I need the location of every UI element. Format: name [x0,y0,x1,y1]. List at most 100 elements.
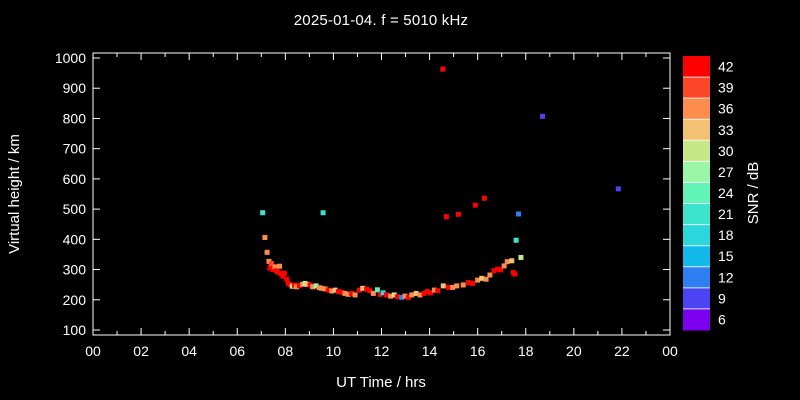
colorbar-tick-label: 6 [718,311,726,327]
y-tick-label: 600 [63,171,87,187]
y-axis-label: Virtual height / km [6,134,23,254]
y-tick-label: 500 [63,201,87,217]
x-tick-label: 02 [133,343,149,359]
y-tick-label: 800 [63,110,87,126]
colorbar-tick-label: 27 [718,164,734,180]
data-point [470,280,476,286]
colorbar-segment [683,77,710,99]
data-point [367,288,373,294]
colorbar-segment [683,308,710,331]
x-tick-label: 00 [662,343,678,359]
data-point [352,292,358,298]
data-point [270,267,276,273]
data-point [409,292,415,298]
colorbar-segment [683,287,710,310]
data-point [421,290,427,296]
data-point [428,290,434,296]
data-point [277,263,283,269]
data-point [460,282,466,288]
data-point [481,195,487,201]
data-point [349,290,355,296]
data-point [440,283,446,289]
data-point [518,254,524,260]
x-tick-label: 16 [470,343,486,359]
colorbar-tick-label: 21 [718,206,734,222]
data-point [498,267,504,273]
data-point [431,287,437,293]
data-point [313,283,319,289]
data-point [264,249,270,255]
x-tick-label: 00 [85,343,101,359]
data-point [615,186,621,192]
data-point [275,269,281,275]
data-point [540,113,546,119]
data-point [325,287,331,293]
data-point [364,286,370,292]
data-point [332,287,338,293]
x-tick-label: 18 [518,343,534,359]
data-point [296,283,302,289]
data-point [377,291,383,297]
data-point [310,284,316,290]
data-point [440,66,446,72]
data-point [504,259,510,265]
data-point [294,284,300,290]
data-point [435,288,441,294]
colorbar-segment [683,224,710,247]
data-point [516,211,522,217]
data-point [320,210,326,216]
colorbar-tick-label: 9 [718,290,726,306]
x-axis-label: UT Time / hrs [336,374,426,391]
colorbar-tick-label: 12 [718,269,734,285]
colorbar-tick-label: 33 [718,122,734,138]
colorbar-segment [683,161,710,183]
data-point [380,290,386,296]
data-point [360,285,366,291]
colorbar-segment [683,140,710,162]
colorbar-label: SNR / dB [745,162,762,225]
data-point [475,277,481,283]
x-tick-label: 14 [422,343,438,359]
data-point [399,294,405,300]
data-point [405,294,411,300]
data-point [284,276,290,282]
x-tick-label: 12 [374,343,390,359]
colorbar-segment [683,182,710,205]
colorbar-tick-label: 42 [718,59,734,75]
y-tick-label: 1000 [55,50,86,66]
data-point [443,214,449,220]
data-point [512,271,518,277]
data-point [413,290,419,296]
data-point [262,235,268,241]
y-tick-label: 700 [63,141,87,157]
data-point [319,285,325,291]
y-tick-label: 100 [63,322,87,338]
data-point [479,275,485,281]
data-point [491,268,497,274]
y-tick-label: 200 [63,292,87,308]
colorbar-segment [683,203,710,226]
data-point [391,292,397,298]
data-point [424,289,430,295]
data-point [402,293,408,299]
data-point [374,287,380,293]
x-tick-label: 04 [181,343,197,359]
data-point [495,266,501,272]
data-point [260,210,266,216]
data-point [345,291,351,297]
x-tick-label: 06 [229,343,245,359]
x-tick-label: 10 [326,343,342,359]
colorbar-segment [683,98,710,120]
data-point [268,261,274,267]
data-point [454,283,460,289]
y-tick-label: 900 [63,80,87,96]
data-point [388,293,394,299]
chart-title: 2025-01-04. f = 5010 kHz [293,12,469,29]
data-point [322,286,328,292]
data-point [501,263,507,269]
data-point [356,287,362,293]
data-point [450,284,456,290]
data-point [280,273,286,279]
data-point [342,290,348,296]
colorbar-tick-label: 15 [718,248,734,264]
